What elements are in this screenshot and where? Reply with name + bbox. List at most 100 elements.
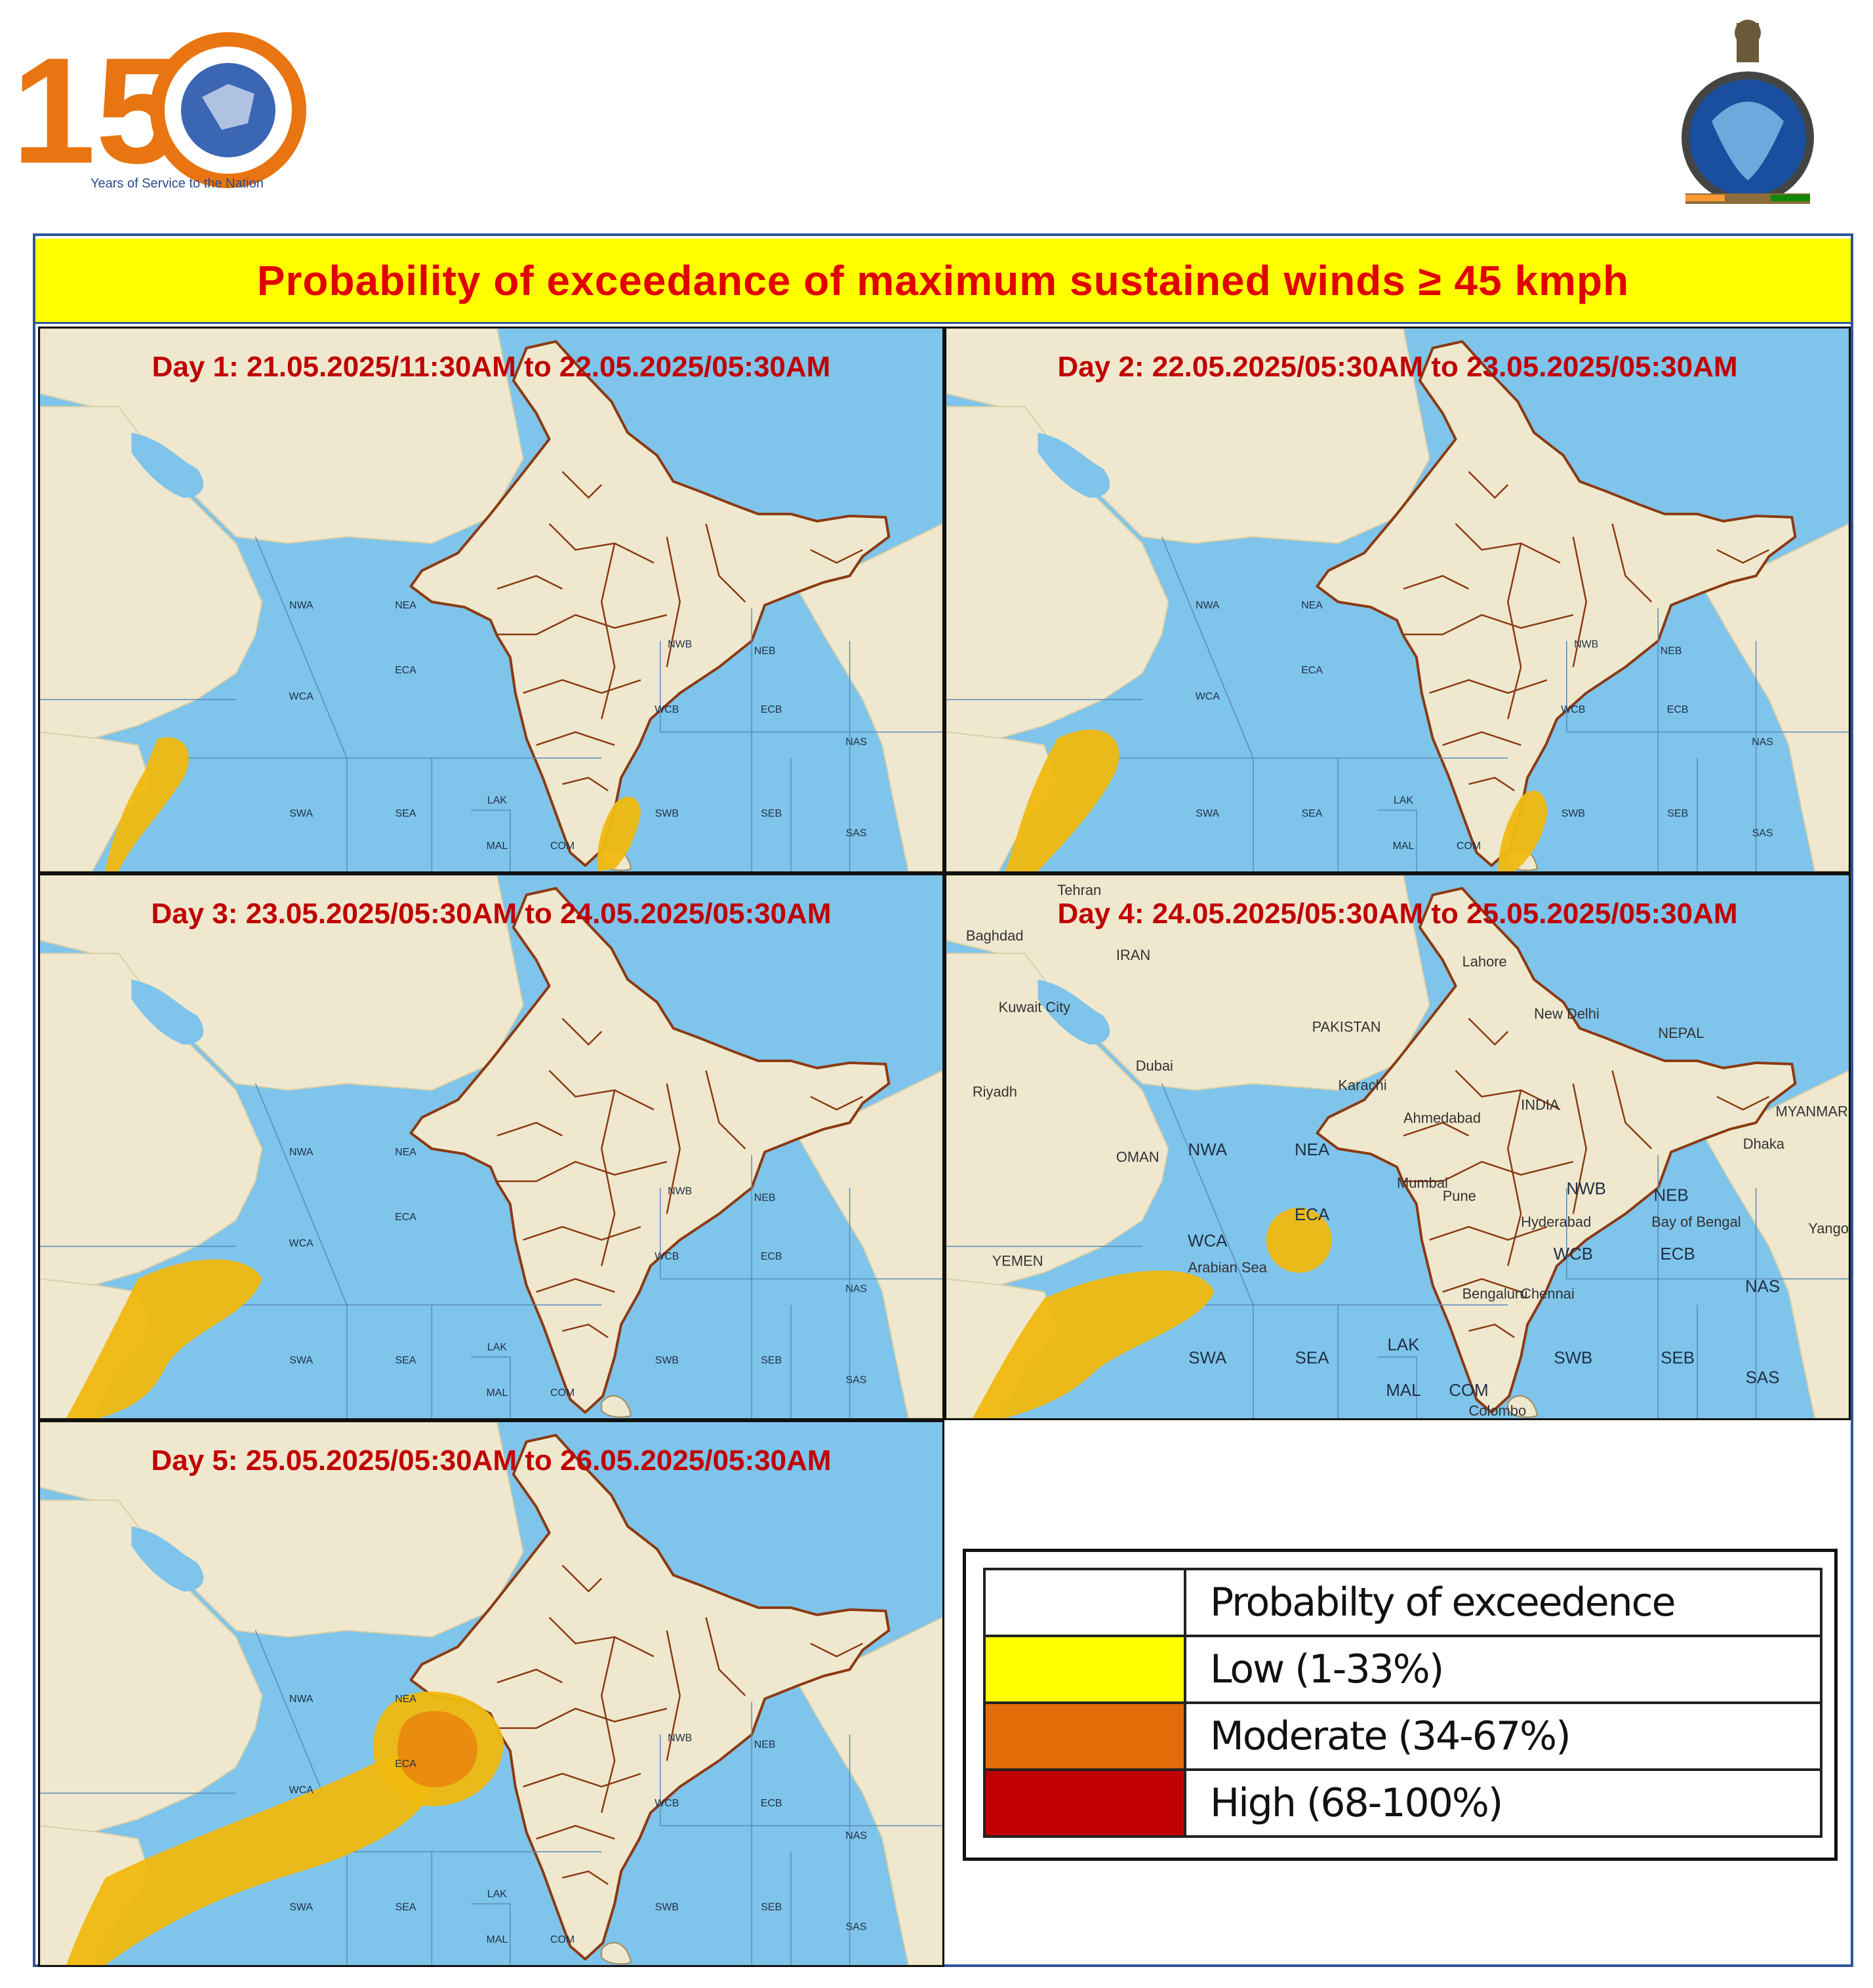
sea-area-label-nwa: NWA (1188, 1141, 1228, 1159)
state-boundary (600, 1637, 616, 1813)
sea-area-label-neb: NEB (754, 645, 776, 656)
legend-row-high: High (68-100%) (983, 1768, 1823, 1838)
state-boundary (705, 523, 746, 603)
state-boundary (496, 1707, 668, 1729)
place-label: Hyderabad (1521, 1214, 1591, 1230)
map-panel-day-3: NWA NEA WCA ECA SWA SEA LAK MAL COM NWB NEB WCB ECB S… (38, 873, 944, 1420)
sea-area-label-sea: SEA (395, 1355, 416, 1366)
sea-area-label-neb: NEB (1654, 1186, 1689, 1204)
probability-area (105, 737, 189, 871)
sea-area-label-swa: SWA (289, 1355, 313, 1366)
india-outline (1316, 886, 1797, 1414)
land-myanmar (1702, 1069, 1849, 1418)
sea-area-label-mal: MAL (487, 1387, 508, 1399)
state-boundary (666, 1630, 681, 1761)
sea-area-label-seb: SEB (761, 808, 782, 820)
legend-row-moderate: Moderate (34-67%) (983, 1701, 1823, 1771)
imd-emblem (1672, 16, 1823, 207)
persian-gulf (131, 1526, 204, 1592)
sea-area-label-nas: NAS (845, 736, 867, 747)
land-myanmar (796, 523, 942, 871)
state-boundary (562, 1323, 609, 1338)
sea-area-label-com: COM (550, 1934, 574, 1945)
state-boundary (536, 1825, 615, 1840)
sea-area-label-lak: LAK (487, 1889, 507, 1900)
map-panel-day-2: NWA NEA WCA ECA SWA SEA LAK MAL COM NWB NEB WCB ECB S… (944, 327, 1851, 873)
probability-area (397, 1711, 478, 1787)
state-boundary (562, 776, 609, 791)
place-label: Lahore (1462, 953, 1507, 970)
place-label: PAKISTAN (1312, 1018, 1381, 1035)
land-myanmar (1702, 523, 1849, 871)
sea-area-label-nas: NAS (1752, 736, 1773, 747)
state-boundary (1572, 1083, 1588, 1214)
state-boundary (666, 536, 681, 667)
legend-swatch-moderate (983, 1701, 1186, 1771)
place-label: Arabian Sea (1188, 1260, 1267, 1276)
sea-area-label-neb: NEB (754, 1739, 776, 1750)
state-boundary (705, 1070, 746, 1149)
state-boundary (1611, 523, 1653, 603)
place-label: NEPAL (1658, 1025, 1704, 1041)
sri-lanka (601, 1942, 632, 1965)
state-boundary (536, 1278, 615, 1293)
sea-area-label-eca: ECA (395, 1212, 416, 1223)
legend-header-row: Probabilty of exceedence (983, 1568, 1823, 1637)
state-boundary (496, 1121, 563, 1137)
sea-area-label-wca: WCA (289, 691, 314, 702)
sea-area-label-sea: SEA (1302, 808, 1323, 820)
state-boundary (1572, 536, 1588, 667)
sea-area-label-mal: MAL (487, 841, 508, 852)
sea-area-label-seb: SEB (1667, 808, 1688, 820)
probability-area (66, 1754, 432, 1965)
place-label: MYANMAR (BURMA) (1775, 1103, 1849, 1119)
sea-area-label-nea: NEA (395, 1694, 416, 1705)
sea-area-label-wca: WCA (289, 1238, 314, 1249)
probability-area (597, 797, 641, 871)
state-boundary (496, 1161, 668, 1182)
sea-area-label-wcb: WCB (1561, 704, 1585, 715)
place-label: OMAN (1116, 1149, 1159, 1165)
state-boundary (548, 1616, 655, 1658)
state-boundary (561, 471, 603, 499)
place-label: Mumbai (1397, 1175, 1448, 1191)
place-label: INDIA (1521, 1096, 1560, 1113)
sea-area-label-ecb: ECB (761, 1251, 782, 1262)
persian-gulf (1037, 432, 1110, 498)
sea-area-label-neb: NEB (1661, 645, 1682, 656)
india-outline (409, 340, 891, 867)
panel-label-day-4: Day 4: 24.05.2025/05:30AM to 25.05.2025/… (1057, 898, 1738, 930)
sea-area-label-nea: NEA (1295, 1141, 1330, 1159)
legend-header-swatch (983, 1568, 1186, 1637)
sea-area-label-seb: SEB (761, 1902, 782, 1913)
state-boundary (1468, 471, 1509, 499)
sri-lanka (1507, 1395, 1539, 1418)
persian-gulf (1037, 979, 1110, 1045)
place-label: Tehran (1057, 882, 1101, 898)
state-boundary (810, 549, 864, 564)
sea-area-label-nwa: NWA (289, 1694, 313, 1705)
sea-area-label-com: COM (1449, 1382, 1488, 1400)
sea-area-label-wcb: WCB (655, 704, 679, 715)
sea-area-label-nwb: NWB (668, 639, 692, 650)
sea-area-label-nwb: NWB (1574, 639, 1598, 650)
sea-area-label-wcb: WCB (655, 1251, 679, 1262)
state-boundary (523, 1772, 641, 1788)
sea-area-boundary (1377, 809, 1417, 871)
sea-area-label-swb: SWB (1561, 808, 1585, 820)
probability-area (1498, 790, 1548, 871)
sea-area-label-ecb: ECB (761, 704, 782, 715)
state-boundary (810, 1642, 864, 1658)
state-boundary (1468, 776, 1515, 791)
sea-area-label-sas: SAS (846, 1921, 867, 1932)
legend-table: Probabilty of exceedence Low (1-33%) Mod… (983, 1568, 1823, 1838)
state-boundary (1506, 543, 1522, 719)
sea-area-label-nea: NEA (1301, 600, 1323, 611)
state-boundary (600, 1090, 616, 1266)
india-outline (1316, 340, 1797, 867)
sea-area-label-sea: SEA (1295, 1349, 1330, 1368)
state-boundary (496, 574, 563, 590)
state-boundary (548, 523, 655, 564)
state-boundary (1611, 1070, 1653, 1149)
map-canvas: NWA NEA WCA ECA SWA SEA LAK MAL COM NWB NEB WCB ECB S… (40, 875, 942, 1418)
